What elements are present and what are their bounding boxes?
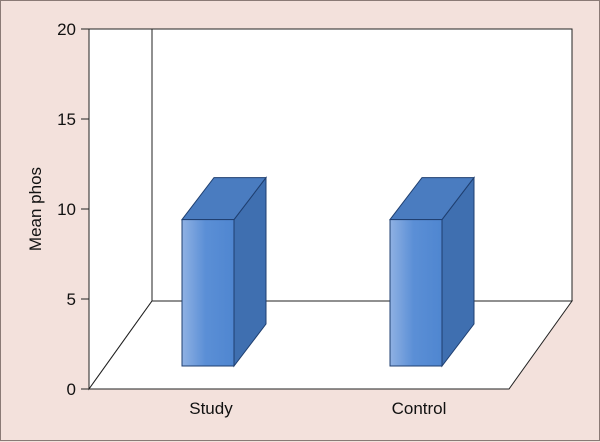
y-tick-label: 5 <box>67 290 76 309</box>
bar-control <box>388 176 476 368</box>
y-tick-label: 10 <box>57 200 76 219</box>
bar-front-face <box>181 219 235 367</box>
y-tick-label: 15 <box>57 110 76 129</box>
x-category-label: Control <box>392 399 447 418</box>
bar-study <box>180 176 268 368</box>
floor <box>88 300 573 390</box>
y-axis-title: Mean phos <box>26 167 45 251</box>
y-tick-label: 0 <box>67 380 76 399</box>
x-category-label: Study <box>189 399 233 418</box>
y-tick-label: 20 <box>57 20 76 39</box>
bar-front-face <box>389 219 443 367</box>
